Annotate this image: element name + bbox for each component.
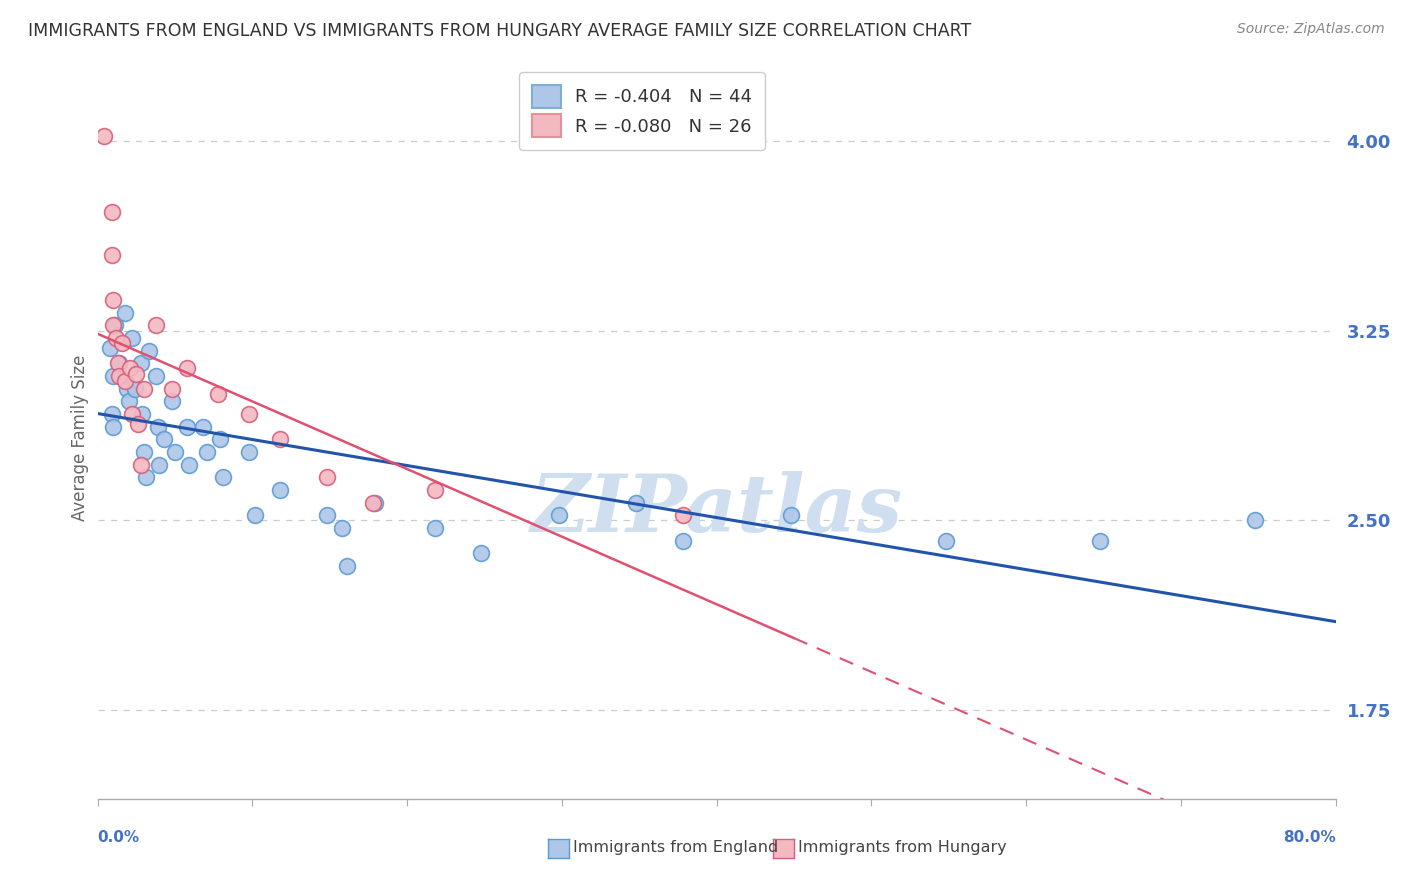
Point xyxy=(145,318,167,333)
Point xyxy=(160,394,183,409)
Point xyxy=(269,433,291,447)
Point xyxy=(547,508,569,523)
Point xyxy=(177,458,200,472)
Point xyxy=(93,128,115,143)
Point xyxy=(363,495,385,509)
Point xyxy=(120,361,142,376)
Point xyxy=(115,382,138,396)
Point xyxy=(163,445,186,459)
Point xyxy=(470,546,492,560)
Point xyxy=(624,495,647,509)
Point xyxy=(111,336,134,351)
Point xyxy=(105,331,128,345)
Point xyxy=(935,533,957,548)
Point xyxy=(132,382,155,396)
Point xyxy=(671,533,693,548)
Point xyxy=(135,470,157,484)
Point xyxy=(423,483,446,497)
Point xyxy=(207,386,229,401)
Point xyxy=(100,407,122,421)
Point xyxy=(779,508,801,523)
Point xyxy=(148,458,170,472)
Point xyxy=(114,374,136,388)
Point xyxy=(132,445,155,459)
Point xyxy=(121,407,143,421)
Point xyxy=(125,367,148,381)
Legend: R = -0.404   N = 44, R = -0.080   N = 26: R = -0.404 N = 44, R = -0.080 N = 26 xyxy=(519,72,765,150)
Point xyxy=(160,382,183,396)
Point xyxy=(100,204,122,219)
Point xyxy=(212,470,235,484)
Point xyxy=(361,495,384,509)
Point xyxy=(129,458,152,472)
Point xyxy=(191,419,214,434)
Point xyxy=(315,470,337,484)
Point xyxy=(176,419,198,434)
Point xyxy=(197,445,219,459)
Point xyxy=(131,407,153,421)
Point xyxy=(108,356,131,370)
Text: 0.0%: 0.0% xyxy=(97,830,139,845)
Point xyxy=(269,483,291,497)
Point xyxy=(330,521,353,535)
Point xyxy=(117,394,139,409)
Text: Immigrants from England: Immigrants from England xyxy=(574,840,779,855)
Point xyxy=(98,341,121,355)
Point xyxy=(153,433,176,447)
Point xyxy=(127,417,149,432)
Point xyxy=(101,419,124,434)
Point xyxy=(121,331,143,345)
Text: 80.0%: 80.0% xyxy=(1282,830,1336,845)
Point xyxy=(671,508,693,523)
Point xyxy=(101,318,124,333)
Point xyxy=(104,318,127,333)
Point xyxy=(208,433,231,447)
Point xyxy=(146,419,169,434)
Point xyxy=(336,558,359,573)
Point xyxy=(315,508,337,523)
Text: IMMIGRANTS FROM ENGLAND VS IMMIGRANTS FROM HUNGARY AVERAGE FAMILY SIZE CORRELATI: IMMIGRANTS FROM ENGLAND VS IMMIGRANTS FR… xyxy=(28,22,972,40)
Point xyxy=(138,343,160,358)
Text: Immigrants from Hungary: Immigrants from Hungary xyxy=(799,840,1007,855)
Point xyxy=(245,508,267,523)
Point xyxy=(107,356,129,370)
Point xyxy=(129,356,152,370)
Point xyxy=(423,521,446,535)
Point xyxy=(145,369,167,384)
Point xyxy=(101,293,124,307)
Point xyxy=(100,247,122,261)
Point xyxy=(238,445,260,459)
Point xyxy=(114,306,136,320)
Point xyxy=(108,369,131,384)
Point xyxy=(176,361,198,376)
Point xyxy=(101,369,124,384)
Text: Source: ZipAtlas.com: Source: ZipAtlas.com xyxy=(1237,22,1385,37)
Point xyxy=(1090,533,1112,548)
Point xyxy=(124,382,146,396)
Point xyxy=(238,407,260,421)
Point xyxy=(1244,513,1267,527)
Y-axis label: Average Family Size: Average Family Size xyxy=(72,355,89,521)
Text: ZIPatlas: ZIPatlas xyxy=(530,472,903,549)
